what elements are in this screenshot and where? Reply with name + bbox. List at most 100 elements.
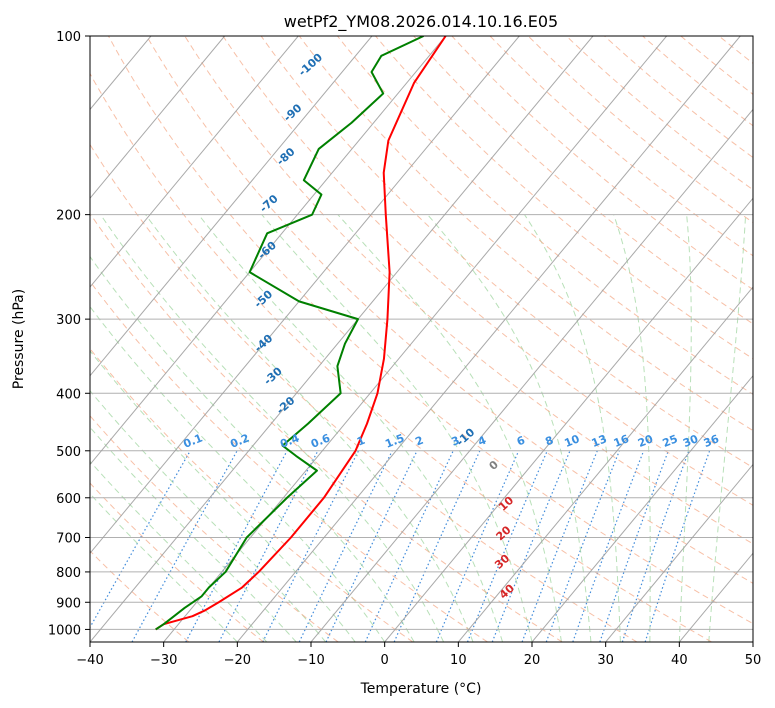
moist-adiabat-line (90, 350, 356, 642)
mixing-ratio-label: 25 (661, 432, 680, 450)
moist-adiabat-line (100, 214, 445, 642)
dry-adiabat-line (90, 482, 264, 642)
x-tick-label: 20 (524, 653, 541, 668)
x-tick-label: −10 (297, 653, 324, 668)
moist-adiabat-line (613, 214, 651, 642)
mixing-ratio-line (435, 450, 520, 642)
moist-adiabat-line (90, 492, 238, 642)
mixing-ratio-line (621, 450, 690, 642)
mixing-ratio-line (466, 450, 548, 642)
x-tick-label: 30 (597, 653, 614, 668)
y-tick-label: 600 (56, 492, 81, 507)
y-tick-label: 100 (56, 30, 81, 45)
temperature-profile-line (155, 36, 447, 631)
isotherm-gridlines (90, 36, 753, 642)
dry-adiabat-line (566, 36, 753, 191)
chart-title: wetPf2_YM08.2026.014.10.16.E05 (284, 12, 558, 32)
dry-adiabat-line (146, 36, 753, 584)
y-tick-label: 700 (56, 532, 81, 547)
x-tick-label: −30 (150, 653, 177, 668)
mixing-ratio-lines (90, 450, 711, 642)
dry-adiabat-line (337, 36, 753, 395)
y-tick-label: 1000 (48, 623, 81, 638)
mixing-ratio-label: 13 (590, 432, 609, 450)
dry-adiabat-line (90, 143, 638, 642)
moist-adiabat-line (337, 214, 562, 642)
isotherm-gridline (90, 36, 594, 642)
mixing-ratio-label: 10 (562, 432, 581, 450)
x-tick-label: 40 (671, 653, 688, 668)
x-tick-label: 0 (381, 653, 389, 668)
mixing-ratio-line (131, 450, 238, 642)
dry-adiabat-line (413, 36, 753, 325)
mixing-ratio-label: 30 (681, 432, 700, 450)
dry-adiabat-line (451, 36, 753, 291)
isobar-gridlines (90, 36, 753, 630)
y-tick-label: 500 (56, 445, 81, 460)
dry-adiabat-line (90, 280, 488, 642)
mixing-ratio-line (599, 450, 669, 642)
x-tick-label: 10 (450, 653, 467, 668)
x-tick-label: 50 (745, 653, 762, 668)
y-tick-label: 900 (56, 596, 81, 611)
moist-adiabat-line (708, 214, 747, 642)
moist-adiabat-line (90, 389, 327, 642)
isotherm-gridline (90, 36, 520, 555)
isotherm-gridline (236, 36, 741, 642)
plot-frame (89, 35, 754, 643)
dewpoint-profile-line (155, 36, 424, 631)
moist-adiabat-line (427, 214, 592, 642)
mixing-ratio-line (90, 450, 191, 629)
dry-adiabat-line (184, 36, 753, 545)
isotherm-gridline (90, 36, 373, 377)
isotherm-gridline (457, 286, 753, 642)
profile-series (155, 36, 447, 631)
moist-adiabats (90, 214, 747, 642)
dry-adiabat-line (90, 72, 712, 642)
x-axis-label: Temperature (°C) (360, 681, 482, 697)
isotherm-gridline (90, 36, 226, 200)
y-tick-label: 400 (56, 387, 81, 402)
y-tick-label: 800 (56, 566, 81, 581)
moist-adiabat-line (90, 426, 297, 642)
dry-adiabat-line (375, 36, 753, 360)
mixing-ratio-line (364, 450, 454, 642)
mixing-ratio-line (185, 450, 288, 642)
mixing-ratio-line (644, 450, 711, 642)
dry-adiabat-line (90, 212, 563, 642)
y-axis-ticks: 1000 900 800 700 600 500 400 300 200 100 (48, 30, 90, 638)
dry-adiabat-line (604, 36, 753, 159)
isotherm-gridline (90, 36, 447, 466)
y-tick-label: 300 (56, 313, 81, 328)
dry-adiabat-line (298, 36, 753, 432)
y-tick-label: 200 (56, 209, 81, 224)
isotherm-gridline (163, 36, 668, 642)
isotherm-gridline (531, 374, 753, 642)
mixing-ratio-line (325, 450, 418, 642)
moist-adiabat-line (524, 214, 621, 642)
mixing-ratio-line (393, 450, 481, 642)
y-axis-label: Pressure (hPa) (11, 289, 27, 389)
mixing-ratio-label: 20 (636, 432, 655, 450)
moist-adiabat-line (198, 214, 504, 642)
moist-adiabat-line (678, 214, 692, 642)
mixing-ratio-label: 36 (702, 432, 721, 450)
mixing-ratio-label: 1 (355, 434, 367, 449)
mixing-ratio-label: 3 (450, 434, 462, 449)
mixing-ratio-line (298, 450, 393, 642)
isotherm-gridline (605, 463, 753, 642)
x-tick-label: −40 (76, 653, 103, 668)
mixing-ratio-label: 16 (612, 432, 631, 450)
x-axis-ticks: −40 −30 −20 −10 0 10 20 30 40 50 (76, 642, 761, 668)
moist-adiabat-line (90, 305, 386, 642)
moist-adiabat-line (261, 214, 533, 642)
x-tick-label: −20 (224, 653, 251, 668)
dry-adiabat-line (108, 36, 753, 625)
dry-adiabat-line (90, 415, 339, 642)
moist-adiabat-line (90, 460, 268, 642)
moist-adiabat-line (90, 255, 415, 642)
isotherm-gridline (384, 197, 753, 642)
mixing-ratio-label: 8 (543, 434, 555, 449)
